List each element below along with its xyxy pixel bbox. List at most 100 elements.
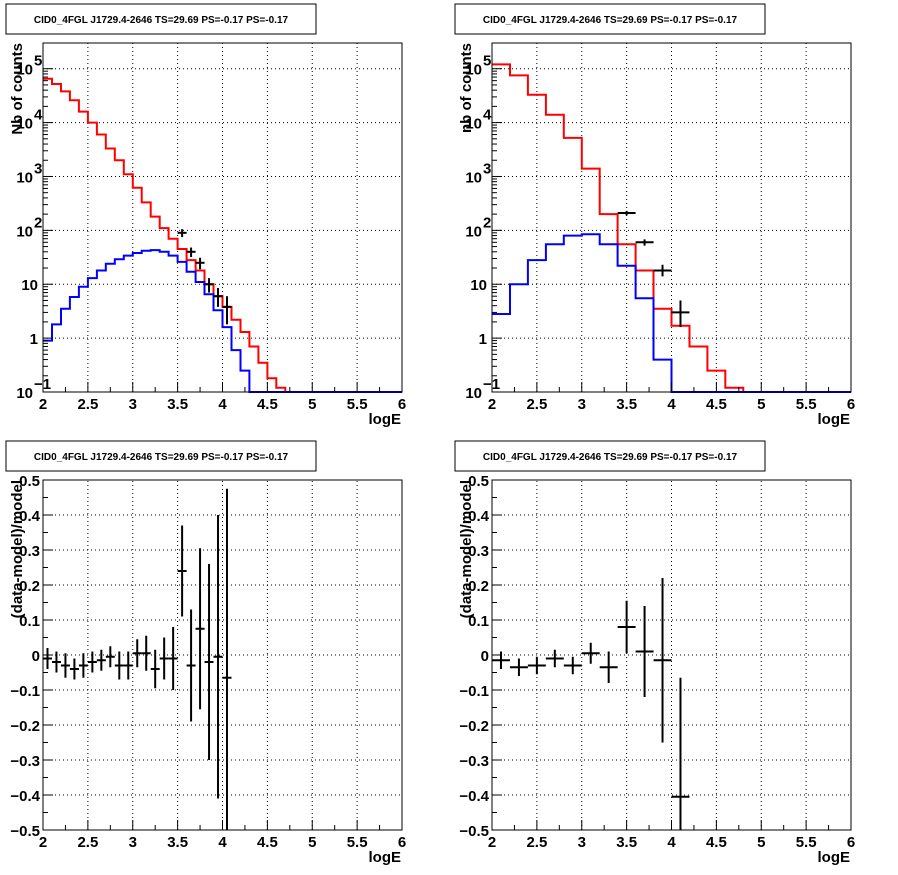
grid — [43, 43, 402, 392]
x-tick-label: 2.5 — [77, 396, 98, 413]
title-box — [5, 440, 317, 472]
y-tick-label: 10 — [16, 62, 33, 79]
x-tick-label: 6 — [847, 834, 855, 851]
y-tick-exponent: 2 — [34, 214, 42, 231]
y-tick-exponent: −1 — [34, 376, 51, 393]
data-points — [43, 488, 232, 830]
y-tick-label: 10 — [465, 116, 482, 133]
y-tick-label: 10 — [470, 277, 487, 294]
y-tick-label: −0.4 — [10, 788, 40, 805]
x-tick-label: 3.5 — [167, 396, 188, 413]
y-tick-label: 10 — [16, 223, 33, 240]
y-tick-label: 10 — [465, 385, 482, 402]
x-axis-label: logE — [369, 411, 402, 428]
grid — [43, 480, 402, 830]
y-tick-label: −0.5 — [10, 823, 40, 840]
x-tick-label: 4 — [667, 834, 676, 851]
title-box — [5, 3, 317, 35]
y-tick-label: 0.1 — [468, 613, 489, 630]
y-tick-exponent: 3 — [483, 160, 491, 177]
panel-residuals-right: CID0_4FGL J1729.4-2646 TS=29.69 PS=-0.17… — [454, 440, 855, 866]
x-tick-label: 3.5 — [616, 396, 637, 413]
panel-spectrum-right: CID0_4FGL J1729.4-2646 TS=29.69 PS=-0.17… — [454, 3, 855, 428]
y-tick-label: 0.3 — [19, 543, 40, 560]
x-tick-label: 4 — [218, 834, 227, 851]
y-axis-label: nb of counts — [458, 43, 475, 133]
grid — [492, 480, 851, 830]
panel-spectrum-left: CID0_4FGL J1729.4-2646 TS=29.69 PS=-0.17… — [5, 3, 406, 428]
x-tick-label: 3.5 — [616, 834, 637, 851]
y-tick-label: 10 — [465, 223, 482, 240]
x-tick-label: 2.5 — [526, 834, 547, 851]
data-points — [617, 210, 690, 328]
y-tick-label: −0.4 — [459, 788, 489, 805]
y-tick-label: 0.4 — [19, 508, 41, 525]
y-tick-label: 1 — [479, 331, 487, 348]
y-tick-exponent: 3 — [34, 160, 42, 177]
x-tick-label: 5 — [308, 834, 316, 851]
y-tick-label: 0.1 — [19, 613, 40, 630]
x-tick-label: 5.5 — [347, 834, 368, 851]
x-tick-label: 5 — [757, 834, 765, 851]
y-tick-label: 0.3 — [468, 543, 489, 560]
x-tick-label: 4.5 — [706, 396, 727, 413]
panel-title: CID0_4FGL J1729.4-2646 TS=29.69 PS=-0.17… — [34, 452, 289, 463]
y-tick-label: 0 — [481, 648, 489, 665]
x-tick-label: 4 — [667, 396, 676, 413]
x-tick-label: 4.5 — [257, 834, 278, 851]
x-axis-label: logE — [369, 849, 402, 866]
x-tick-label: 4.5 — [257, 396, 278, 413]
x-axis-label: logE — [818, 849, 851, 866]
y-tick-label: −0.3 — [459, 753, 489, 770]
x-tick-label: 3.5 — [167, 834, 188, 851]
x-tick-label: 6 — [847, 396, 855, 413]
y-tick-label: −0.1 — [10, 683, 40, 700]
x-tick-label: 5 — [308, 396, 316, 413]
y-tick-label: −0.1 — [459, 683, 489, 700]
y-axis-label: (data-model)/model — [458, 480, 475, 618]
y-tick-label: 10 — [16, 169, 33, 186]
tick-labels: 2 2.5 3 3.5 4 4.5 5 5.5 6 −0.5 −0.4 −0.3 −0.2 −0.1 0 0.… — [10, 473, 406, 851]
x-tick-label: 2 — [39, 834, 47, 851]
x-tick-label: 3 — [578, 396, 586, 413]
y-tick-label: 10 — [465, 62, 482, 79]
y-tick-label: 0.2 — [19, 578, 40, 595]
y-tick-label: 0.4 — [468, 508, 490, 525]
y-tick-exponent: −1 — [483, 376, 500, 393]
title-box — [454, 440, 766, 472]
panel-title: CID0_4FGL J1729.4-2646 TS=29.69 PS=-0.17… — [483, 15, 738, 26]
panel-title: CID0_4FGL J1729.4-2646 TS=29.69 PS=-0.17… — [483, 452, 738, 463]
tick-labels: 2 2.5 3 3.5 4 4.5 5 5.5 6 −0.5 −0.4 −0.3 −0.2 −0.1 0 0.… — [459, 473, 855, 851]
x-tick-label: 3 — [129, 396, 137, 413]
x-tick-label: 5.5 — [796, 834, 817, 851]
x-tick-label: 2 — [488, 396, 496, 413]
y-axis-label: (data-model)/model — [9, 480, 26, 618]
y-tick-exponent: 4 — [483, 107, 492, 124]
x-tick-label: 4 — [218, 396, 227, 413]
x-tick-label: 5.5 — [347, 396, 368, 413]
y-tick-label: 10 — [21, 277, 38, 294]
y-tick-label: −0.3 — [10, 753, 40, 770]
y-tick-label: 0.5 — [19, 473, 40, 490]
x-tick-label: 4.5 — [706, 834, 727, 851]
y-tick-label: −0.2 — [459, 718, 489, 735]
x-tick-label: 6 — [398, 396, 406, 413]
y-tick-label: −0.5 — [459, 823, 489, 840]
y-tick-label: 10 — [465, 169, 482, 186]
ticks — [491, 68, 852, 393]
x-tick-label: 5.5 — [796, 396, 817, 413]
x-tick-label: 3 — [129, 834, 137, 851]
y-tick-exponent: 4 — [34, 107, 43, 124]
data-points — [177, 229, 232, 325]
x-tick-label: 2 — [488, 834, 496, 851]
x-tick-label: 2.5 — [526, 396, 547, 413]
y-tick-label: 0.5 — [468, 473, 489, 490]
y-tick-label: 10 — [16, 385, 33, 402]
y-axis-label: Nb of counts — [9, 43, 26, 135]
x-tick-label: 5 — [757, 396, 765, 413]
series-layer — [492, 63, 851, 393]
x-tick-label: 2 — [39, 396, 47, 413]
x-tick-label: 2.5 — [77, 834, 98, 851]
